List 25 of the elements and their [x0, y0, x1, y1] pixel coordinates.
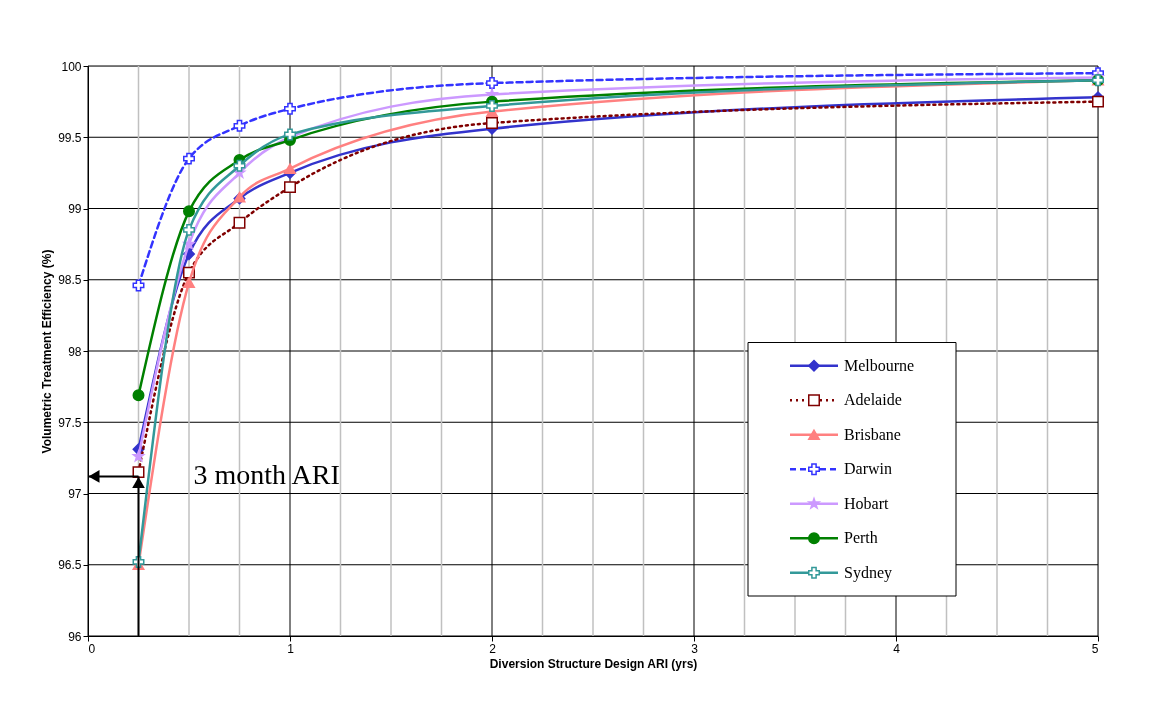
- y-tick-label: 98: [68, 344, 82, 359]
- y-tick-label: 100: [61, 59, 82, 74]
- legend-label: Perth: [844, 529, 878, 547]
- x-tick-label: 0: [88, 641, 96, 656]
- y-tick-label: 97: [68, 487, 82, 501]
- y-axis-title: Volumetric Treatment Efficiency (%): [40, 249, 55, 454]
- x-tick-label: 1: [287, 641, 295, 656]
- legend-label: Hobart: [844, 494, 889, 512]
- legend-label: Adelaide: [844, 391, 902, 409]
- y-tick-label: 99: [68, 202, 82, 216]
- annotation: 3 month ARI: [193, 459, 340, 491]
- legend-label: Melbourne: [844, 356, 915, 374]
- x-tick-label: 2: [489, 641, 497, 656]
- x-tick-label: 3: [691, 641, 699, 656]
- y-tick-label: 96.5: [58, 558, 82, 573]
- y-tick-label: 97.5: [58, 415, 82, 430]
- x-tick-label: 4: [893, 641, 901, 656]
- legend-label: Brisbane: [844, 425, 901, 443]
- legend-label: Darwin: [844, 460, 892, 478]
- y-tick-label: 99.5: [58, 130, 82, 145]
- x-axis-title: Diversion Structure Design ARI (yrs): [489, 656, 698, 671]
- legend-label: Sydney: [844, 563, 892, 582]
- y-tick-label: 98.5: [58, 273, 82, 288]
- x-tick-label: 5: [1091, 641, 1099, 656]
- y-tick-label: 96: [68, 629, 82, 644]
